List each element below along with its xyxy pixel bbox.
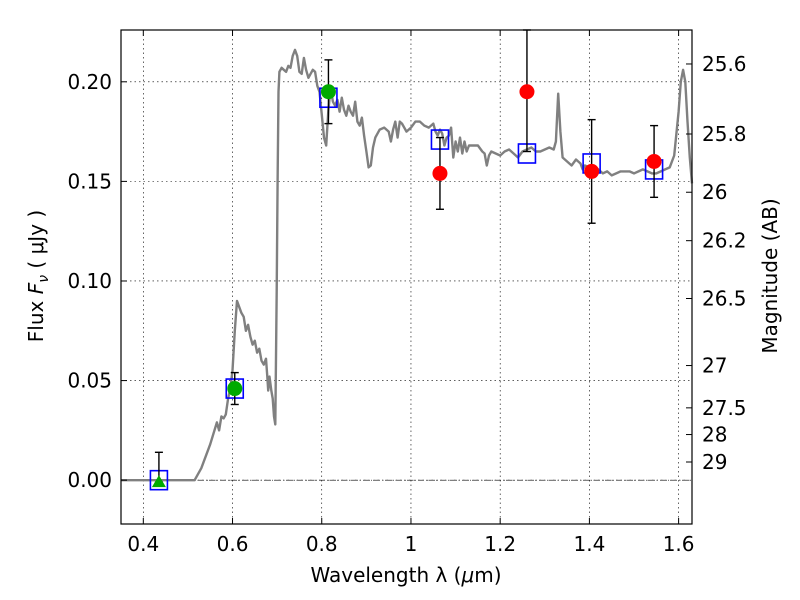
y-axis-label-symbol: F	[24, 282, 48, 294]
y-tick-label: 0.20	[67, 70, 112, 94]
y-axis-label-prefix: Flux	[24, 294, 48, 342]
x-axis-label: Wavelength λ (μm)	[310, 563, 501, 587]
x-tick-label: 1.4	[573, 532, 605, 556]
plot-area-series	[121, 29, 694, 491]
magnitude-tick-label: 28	[702, 423, 727, 447]
y-tick-label: 0.15	[67, 169, 112, 193]
magnitude-axis-label: Magnitude (AB)	[758, 198, 782, 353]
magnitude-tick-label: 25.8	[702, 122, 747, 146]
magnitude-tick-label: 26.2	[702, 229, 747, 253]
y-tick-label: 0.05	[67, 369, 112, 393]
magnitude-tick-label: 26.5	[702, 286, 747, 310]
magnitude-tick-label: 25.6	[702, 52, 747, 76]
x-tick-label: 1.6	[663, 532, 695, 556]
observed-point-red	[519, 84, 535, 100]
y-axis-label: Flux Fν ( μJy )	[24, 210, 52, 342]
y-axis-label-subscript: ν	[36, 275, 52, 283]
x-tick-label: 0.6	[217, 532, 249, 556]
x-tick-label: 0.4	[127, 532, 159, 556]
observed-point-red	[584, 163, 600, 179]
y-tick-label: 0.10	[67, 269, 112, 293]
x-tick-label: 1	[405, 532, 418, 556]
plot-frame	[120, 29, 693, 525]
magnitude-tick-label: 29	[702, 450, 727, 474]
x-axis-label-prefix: Wavelength λ (	[310, 563, 461, 587]
observed-point-triangle	[151, 475, 166, 488]
magnitude-tick-label: 26	[702, 180, 727, 204]
observed-point-red	[646, 153, 662, 169]
magnitude-tick-label: 27	[702, 354, 727, 378]
observed-point-green	[227, 381, 243, 397]
y-tick-label: 0.00	[67, 468, 112, 492]
observed-point-red	[432, 165, 448, 181]
x-tick-label: 0.8	[306, 532, 338, 556]
x-tick-label: 1.2	[484, 532, 516, 556]
axis-ticks: 0.4 0.6 0.8 1 1.2 1.4 1.6 0.00 0.05 0.10 0.15 0.20 2…	[67, 30, 747, 556]
y-axis-label-suffix: ( μJy )	[24, 210, 48, 275]
sed-model-line	[121, 48, 694, 482]
x-axis-label-suffix: m)	[474, 563, 501, 587]
x-axis-label-mu: μ	[460, 563, 474, 587]
observed-point-green	[320, 84, 336, 100]
grid-lines	[121, 30, 692, 524]
magnitude-tick-label: 27.5	[702, 396, 747, 420]
